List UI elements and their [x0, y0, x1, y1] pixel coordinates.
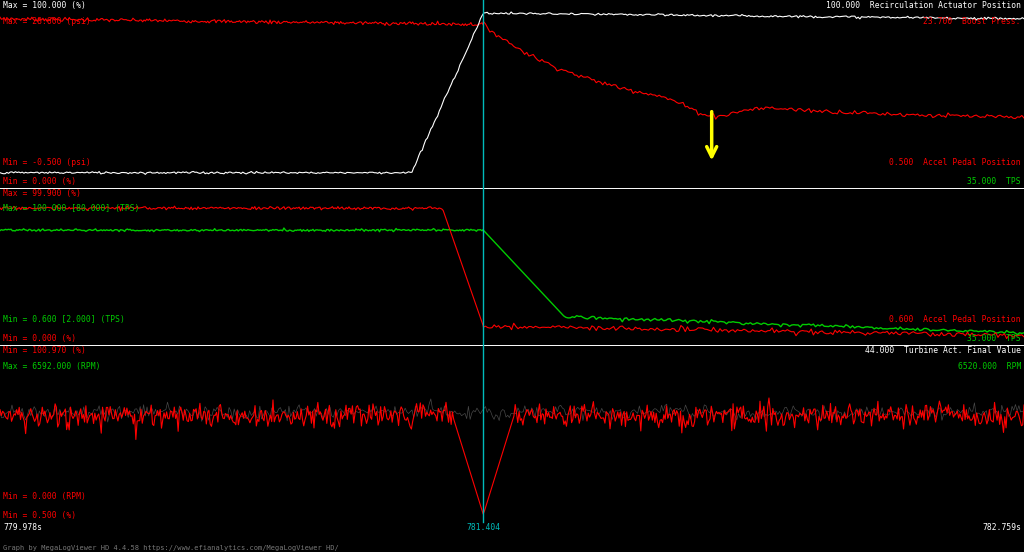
Text: Min = 0.000 (%): Min = 0.000 (%) — [3, 177, 76, 186]
Text: 0.500  Accel Pedal Position: 0.500 Accel Pedal Position — [889, 158, 1021, 167]
Text: Graph by MegaLogViewer HD 4.4.58 https://www.efianalytics.com/MegaLogViewer HD/: Graph by MegaLogViewer HD 4.4.58 https:/… — [3, 545, 339, 551]
Text: Min = 0.000 (RPM): Min = 0.000 (RPM) — [3, 492, 86, 501]
Text: Min = 100.970 (%): Min = 100.970 (%) — [3, 346, 86, 355]
Text: Min = 0.000 (%): Min = 0.000 (%) — [3, 335, 76, 343]
Text: 35.000  TPS: 35.000 TPS — [968, 335, 1021, 343]
Text: Min = -0.500 (psi): Min = -0.500 (psi) — [3, 158, 91, 167]
Text: 782.759s: 782.759s — [982, 523, 1021, 532]
Text: Max = 6592.000 (RPM): Max = 6592.000 (RPM) — [3, 362, 100, 370]
Text: Max = 99.900 (%): Max = 99.900 (%) — [3, 189, 81, 198]
Text: 781.404: 781.404 — [466, 523, 501, 532]
Text: Max = 100.000 (%): Max = 100.000 (%) — [3, 1, 86, 10]
Text: 779.978s: 779.978s — [3, 523, 42, 532]
Text: Max = 100.000 [80.000] (TPS): Max = 100.000 [80.000] (TPS) — [3, 204, 139, 213]
Text: 35.000  TPS: 35.000 TPS — [968, 177, 1021, 186]
Text: Min = 0.600 [2.000] (TPS): Min = 0.600 [2.000] (TPS) — [3, 315, 125, 324]
Text: 6520.000  RPM: 6520.000 RPM — [957, 362, 1021, 370]
Text: Min = 0.500 (%): Min = 0.500 (%) — [3, 511, 76, 520]
Text: Max = 28.600 (psi): Max = 28.600 (psi) — [3, 17, 91, 25]
Text: 23.700  Boost Press.: 23.700 Boost Press. — [924, 17, 1021, 25]
Text: 0.600  Accel Pedal Position: 0.600 Accel Pedal Position — [889, 315, 1021, 324]
Text: 44.000  Turbine Act. Final Value: 44.000 Turbine Act. Final Value — [865, 346, 1021, 355]
Text: 100.000  Recirculation Actuator Position: 100.000 Recirculation Actuator Position — [826, 1, 1021, 10]
